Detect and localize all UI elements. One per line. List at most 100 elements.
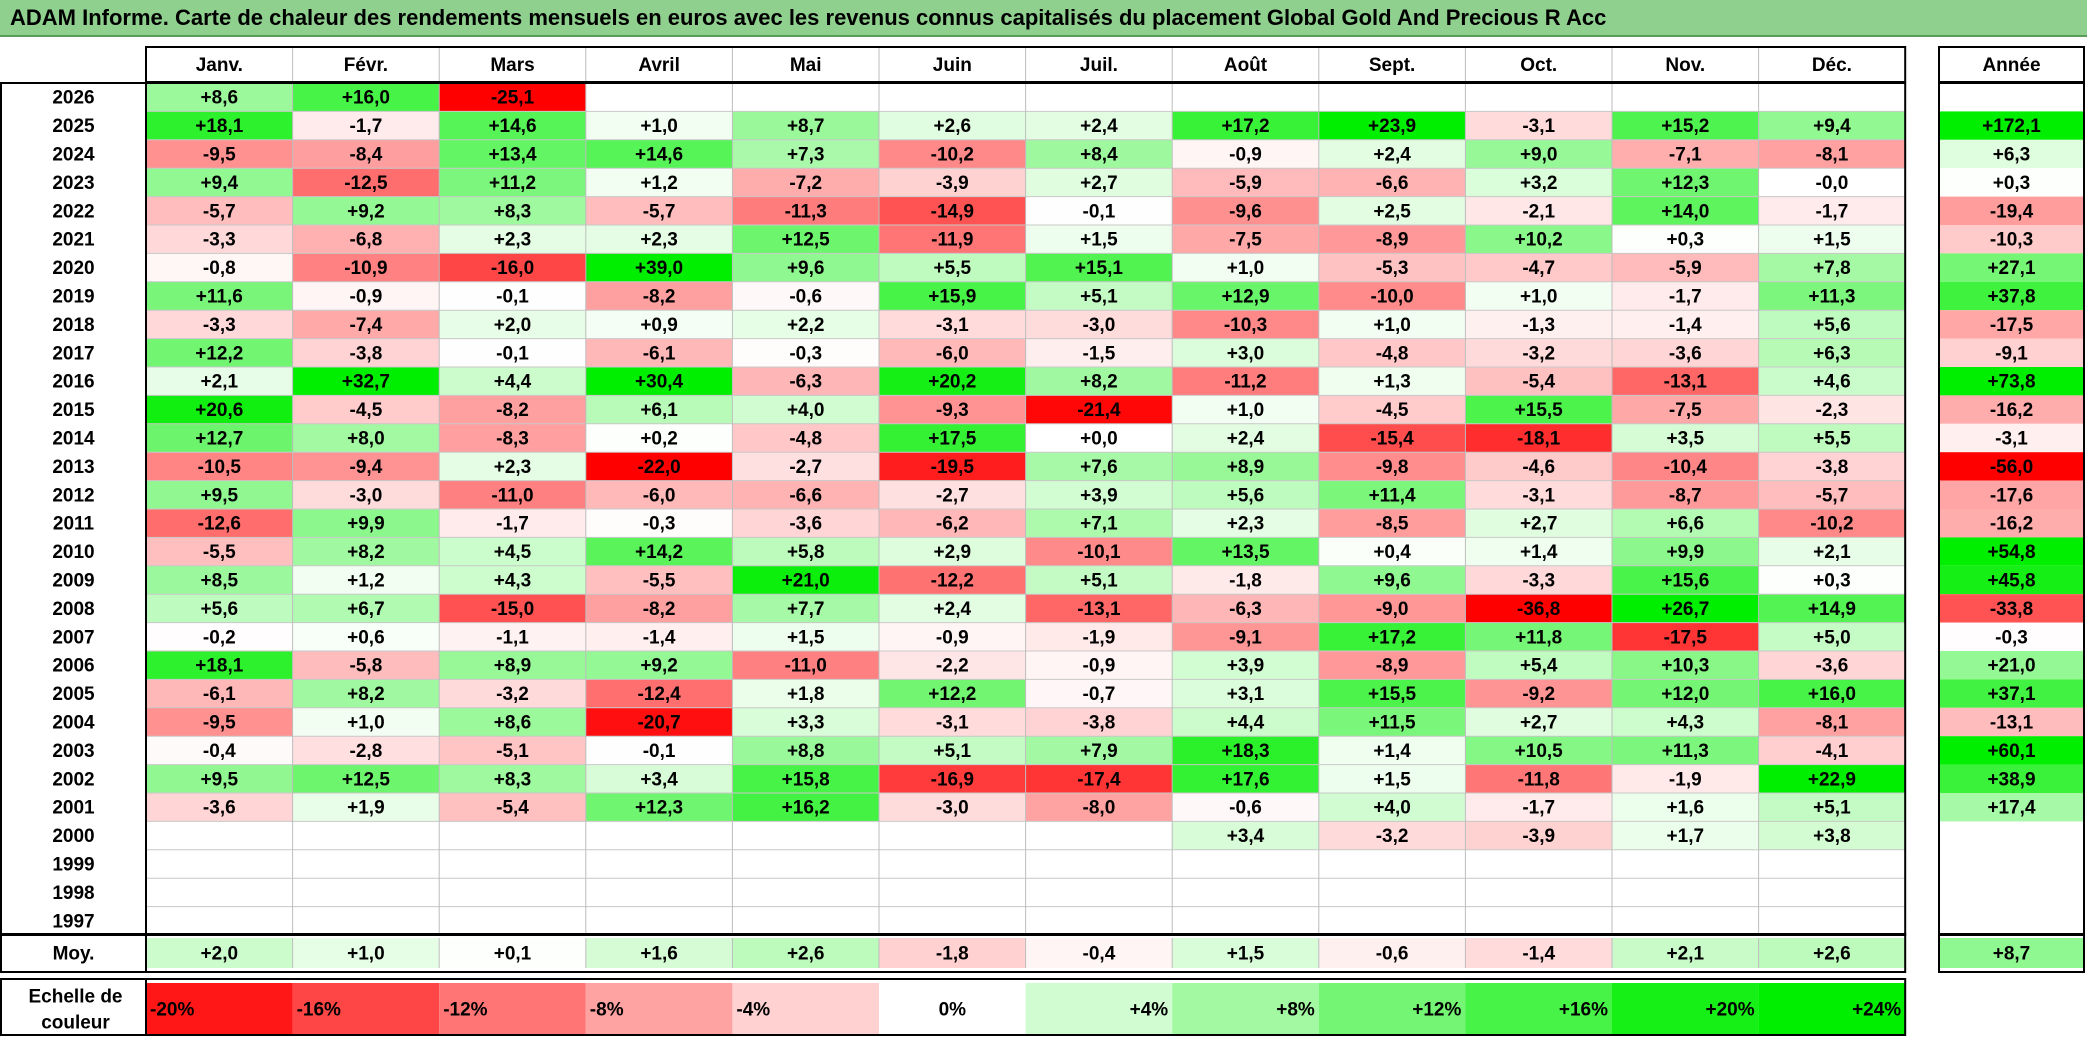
- cell-label-2010-10: +1,4: [1520, 542, 1558, 563]
- cell-2009-12: [1758, 565, 1906, 595]
- cell-label-2024-8: -0,9: [1229, 145, 1262, 166]
- cell-2018-7: [1025, 310, 1173, 339]
- year-label-2013: 2013: [52, 457, 94, 478]
- cell-label-2010-2: +8,2: [347, 542, 385, 563]
- cell-label-2005-6: +12,2: [928, 684, 976, 705]
- cell-2012-12: [1758, 480, 1906, 509]
- cell-label-2016-2: +32,7: [342, 372, 390, 393]
- cell-label-2022-4: -5,7: [643, 201, 676, 222]
- cell-label-2016-7: +8,2: [1080, 372, 1118, 393]
- cell-2015-3: [439, 395, 586, 424]
- average-cell-7: [1025, 938, 1173, 968]
- cell-2010-5: [732, 537, 879, 566]
- cell-2008-1: [146, 594, 293, 623]
- cell-2021-11: [1612, 225, 1759, 254]
- cell-label-2012-1: +9,5: [201, 485, 239, 506]
- scale-swatch-5: [732, 983, 879, 1035]
- cell-2002-5: [732, 764, 879, 793]
- cell-label-2016-1: +2,1: [201, 372, 239, 393]
- cell-label-2015-10: +15,5: [1515, 400, 1564, 421]
- cell-label-2001-2: +1,9: [347, 798, 385, 819]
- cell-2023-3: [439, 168, 586, 197]
- cell-label-2000-11: +1,7: [1667, 826, 1705, 847]
- cell-label-2011-9: -8,5: [1376, 514, 1409, 535]
- scale-swatch-12: [1758, 983, 1906, 1035]
- cell-2011-12: [1758, 509, 1906, 538]
- cell-label-2017-2: -3,8: [350, 343, 383, 364]
- cell-2021-10: [1465, 225, 1612, 254]
- cell-2007-9: [1318, 622, 1466, 651]
- cell-2006-2: [292, 651, 440, 680]
- cell-2018-4: [585, 310, 733, 339]
- average-value-3: +0,1: [494, 944, 532, 965]
- cell-label-2023-10: +3,2: [1520, 173, 1558, 194]
- cell-2023-7: [1025, 168, 1173, 197]
- average-cell-11: [1612, 938, 1759, 968]
- cell-label-2021-3: +2,3: [494, 230, 532, 251]
- scale-label-12: +24%: [1852, 1000, 1901, 1021]
- cell-2022-7: [1025, 196, 1173, 225]
- cell-label-2022-6: -14,9: [931, 201, 974, 222]
- average-value-8: +1,5: [1227, 944, 1265, 965]
- cell-label-2004-5: +3,3: [787, 713, 825, 734]
- cell-label-2021-10: +10,2: [1515, 230, 1563, 251]
- annual-label-2006: +21,0: [1987, 656, 2035, 677]
- cell-label-2009-4: -5,5: [643, 571, 676, 592]
- cell-2012-5: [732, 480, 879, 509]
- cell-label-2002-8: +17,6: [1221, 769, 1269, 790]
- cell-label-2017-3: -0,1: [496, 343, 529, 364]
- cell-2024-7: [1025, 139, 1173, 169]
- cell-2015-12: [1758, 395, 1906, 424]
- annual-label-2025: +172,1: [1982, 116, 2041, 137]
- cell-2008-6: [879, 594, 1026, 623]
- cell-label-2023-3: +11,2: [489, 173, 536, 194]
- cell-label-2012-9: +11,4: [1369, 485, 1416, 506]
- year-label-2002: 2002: [52, 769, 94, 790]
- annual-label-2013: -56,0: [1990, 457, 2033, 478]
- cell-2003-10: [1465, 736, 1612, 765]
- cell-label-2009-1: +8,5: [201, 571, 239, 592]
- cell-label-2024-12: -8,1: [1816, 145, 1849, 166]
- cell-label-2022-7: -0,1: [1083, 201, 1116, 222]
- cell-2012-7: [1025, 480, 1173, 509]
- title-bar: ADAM Informe. Carte de chaleur des rende…: [0, 0, 2087, 37]
- cell-label-2013-1: -10,5: [198, 457, 242, 478]
- cell-label-2000-12: +3,8: [1813, 826, 1851, 847]
- cell-2012-3: [439, 480, 586, 509]
- cell-label-2005-2: +8,2: [347, 684, 385, 705]
- cell-2006-1: [146, 651, 293, 680]
- cell-label-2008-5: +7,7: [787, 599, 825, 620]
- cell-2017-11: [1612, 338, 1759, 367]
- cell-label-2009-12: +0,3: [1813, 571, 1851, 592]
- cell-label-2008-10: -36,8: [1517, 599, 1560, 620]
- cell-label-2013-3: +2,3: [494, 457, 532, 478]
- cell-2001-11: [1612, 793, 1759, 822]
- cell-2020-6: [879, 253, 1026, 282]
- cell-2016-4: [585, 367, 733, 396]
- annual-cell-2009: [1939, 565, 2084, 595]
- cell-2005-2: [292, 679, 440, 708]
- cell-label-2017-11: -3,6: [1669, 343, 1702, 364]
- cell-2011-8: [1172, 509, 1319, 538]
- cell-2004-6: [879, 707, 1026, 737]
- cell-label-2020-4: +39,0: [635, 258, 683, 279]
- cell-label-2009-9: +9,6: [1373, 571, 1411, 592]
- cell-label-2008-6: +2,4: [934, 599, 972, 620]
- cell-2017-7: [1025, 338, 1173, 367]
- cell-label-2010-12: +2,1: [1813, 542, 1851, 563]
- cell-label-2013-2: -9,4: [350, 457, 383, 478]
- cell-label-2005-5: +1,8: [787, 684, 825, 705]
- cell-label-2026-2: +16,0: [342, 88, 390, 109]
- cell-2023-8: [1172, 168, 1319, 197]
- month-header-1: Janv.: [196, 55, 243, 76]
- cell-label-2000-9: -3,2: [1376, 826, 1409, 847]
- cell-label-2018-11: -1,4: [1669, 315, 1702, 336]
- cell-label-2022-3: +8,3: [494, 201, 532, 222]
- cell-label-2018-10: -1,3: [1522, 315, 1555, 336]
- cell-2013-12: [1758, 452, 1906, 481]
- cell-label-2023-5: -7,2: [789, 173, 822, 194]
- cell-2020-9: [1318, 253, 1466, 282]
- cell-label-2022-8: -9,6: [1229, 201, 1262, 222]
- cell-2003-7: [1025, 736, 1173, 765]
- cell-2022-5: [732, 196, 879, 225]
